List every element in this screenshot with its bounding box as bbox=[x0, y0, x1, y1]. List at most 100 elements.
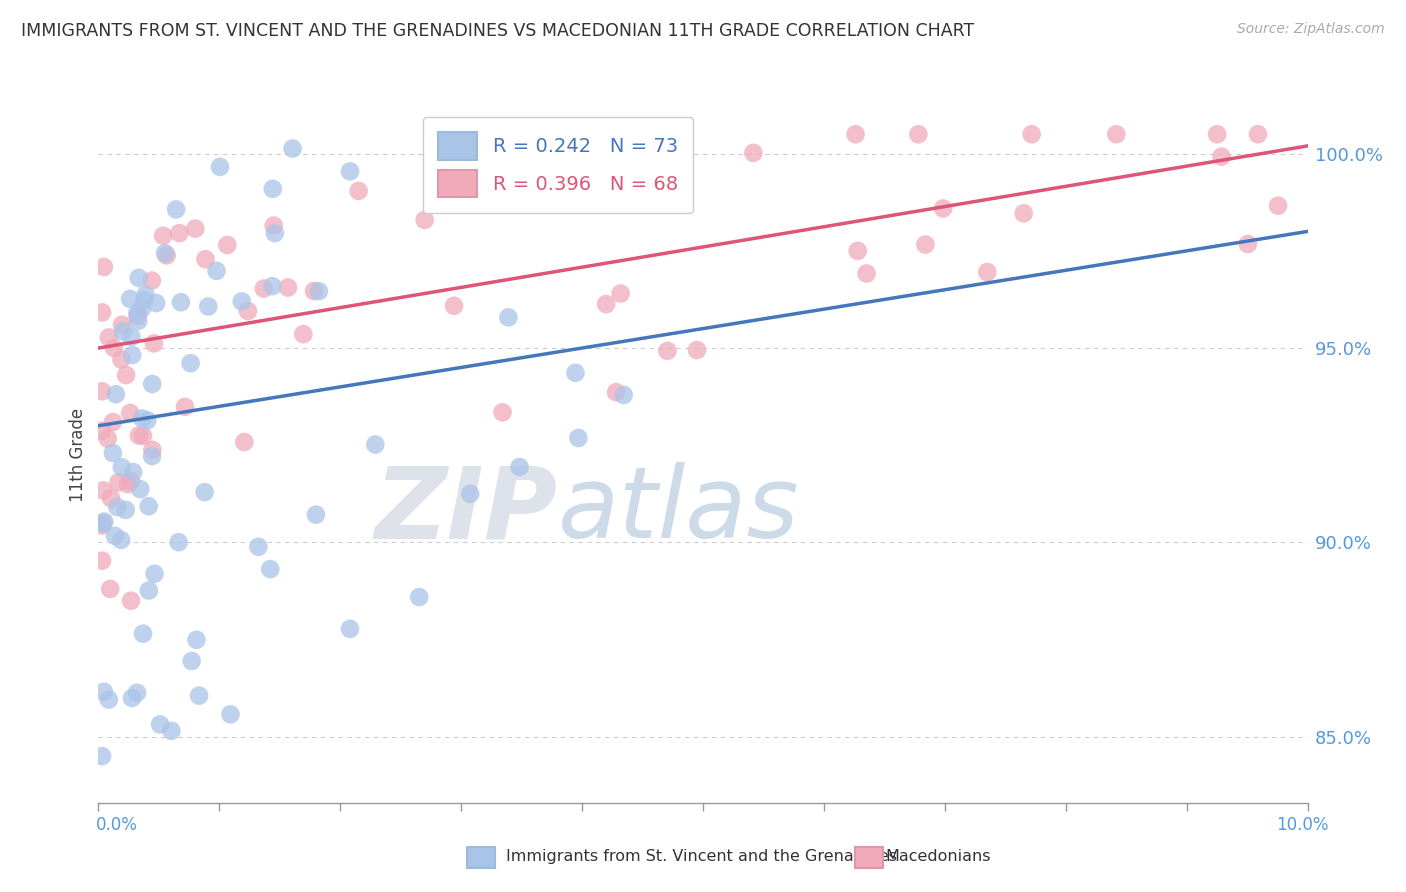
Y-axis label: 11th Grade: 11th Grade bbox=[69, 408, 87, 502]
Point bbox=[145, 296, 167, 310]
Point bbox=[208, 160, 231, 174]
Point bbox=[430, 135, 453, 149]
Point bbox=[443, 136, 465, 151]
Point bbox=[115, 368, 138, 382]
Point bbox=[194, 252, 217, 267]
Point bbox=[443, 299, 465, 313]
Point bbox=[143, 566, 166, 581]
Point bbox=[1236, 237, 1258, 252]
Point bbox=[233, 435, 256, 450]
Point bbox=[262, 182, 284, 196]
Point bbox=[129, 482, 152, 496]
Point bbox=[97, 692, 120, 706]
Point bbox=[657, 343, 679, 358]
Point bbox=[1012, 206, 1035, 220]
Point bbox=[91, 483, 114, 498]
Point bbox=[118, 292, 141, 306]
Point bbox=[742, 145, 765, 160]
Point bbox=[217, 238, 239, 252]
Point bbox=[104, 387, 127, 401]
Point bbox=[605, 385, 627, 400]
Point bbox=[186, 632, 208, 647]
Point bbox=[128, 271, 150, 285]
Point bbox=[107, 475, 129, 490]
Point bbox=[197, 300, 219, 314]
Point bbox=[914, 237, 936, 252]
Point bbox=[174, 400, 197, 414]
Point bbox=[110, 533, 132, 547]
Point bbox=[131, 301, 153, 316]
Point bbox=[114, 503, 136, 517]
Point bbox=[93, 260, 115, 274]
Point bbox=[1267, 199, 1289, 213]
Point bbox=[141, 274, 163, 288]
Point bbox=[136, 413, 159, 427]
Text: 0.0%: 0.0% bbox=[96, 816, 138, 834]
Point bbox=[413, 213, 436, 227]
Point bbox=[613, 388, 636, 402]
Text: Source: ZipAtlas.com: Source: ZipAtlas.com bbox=[1237, 22, 1385, 37]
Point bbox=[263, 219, 285, 233]
Point bbox=[1206, 128, 1229, 142]
Text: 10.0%: 10.0% bbox=[1277, 816, 1329, 834]
Point bbox=[498, 310, 520, 325]
Point bbox=[107, 500, 129, 515]
Point bbox=[101, 446, 124, 460]
Point bbox=[170, 295, 193, 310]
Point bbox=[595, 297, 617, 311]
Point bbox=[247, 540, 270, 554]
Point bbox=[138, 499, 160, 513]
Point bbox=[93, 516, 115, 531]
Point bbox=[141, 442, 163, 457]
Point bbox=[132, 429, 155, 443]
Point bbox=[93, 684, 115, 698]
Point bbox=[503, 135, 526, 149]
Point bbox=[292, 327, 315, 342]
Point bbox=[127, 306, 149, 320]
Point bbox=[134, 293, 156, 308]
Text: Immigrants from St. Vincent and the Grenadines: Immigrants from St. Vincent and the Gren… bbox=[506, 849, 897, 863]
Point bbox=[180, 356, 202, 370]
Point bbox=[844, 128, 866, 142]
Point bbox=[1211, 150, 1233, 164]
Point bbox=[127, 309, 149, 323]
Point bbox=[131, 411, 153, 425]
Point bbox=[609, 286, 631, 301]
Point bbox=[112, 324, 135, 338]
Point bbox=[616, 135, 638, 149]
Point bbox=[120, 406, 142, 420]
Point bbox=[253, 282, 276, 296]
Point bbox=[607, 189, 630, 203]
Text: IMMIGRANTS FROM ST. VINCENT AND THE GRENADINES VS MACEDONIAN 11TH GRADE CORRELAT: IMMIGRANTS FROM ST. VINCENT AND THE GREN… bbox=[21, 22, 974, 40]
Point bbox=[120, 593, 142, 607]
Point bbox=[98, 582, 121, 596]
Point bbox=[855, 267, 877, 281]
Point bbox=[262, 279, 284, 293]
Point bbox=[110, 352, 132, 367]
Point bbox=[132, 626, 155, 640]
Point bbox=[160, 723, 183, 738]
Point bbox=[141, 449, 163, 463]
Point bbox=[97, 330, 120, 344]
Point bbox=[125, 686, 148, 700]
Point bbox=[188, 689, 211, 703]
Point bbox=[932, 202, 955, 216]
Point bbox=[149, 717, 172, 731]
Point bbox=[121, 330, 143, 344]
Point bbox=[143, 336, 166, 351]
Point bbox=[1105, 128, 1128, 142]
Point bbox=[91, 749, 114, 764]
Point bbox=[846, 244, 869, 258]
Point bbox=[194, 485, 217, 500]
Text: atlas: atlas bbox=[558, 462, 800, 559]
Point bbox=[104, 529, 127, 543]
Point bbox=[231, 294, 253, 309]
Point bbox=[205, 264, 228, 278]
Point bbox=[103, 341, 125, 355]
Point bbox=[121, 348, 143, 362]
Point bbox=[180, 654, 202, 668]
Point bbox=[408, 590, 430, 604]
Point bbox=[339, 622, 361, 636]
Point bbox=[138, 583, 160, 598]
Point bbox=[458, 487, 481, 501]
